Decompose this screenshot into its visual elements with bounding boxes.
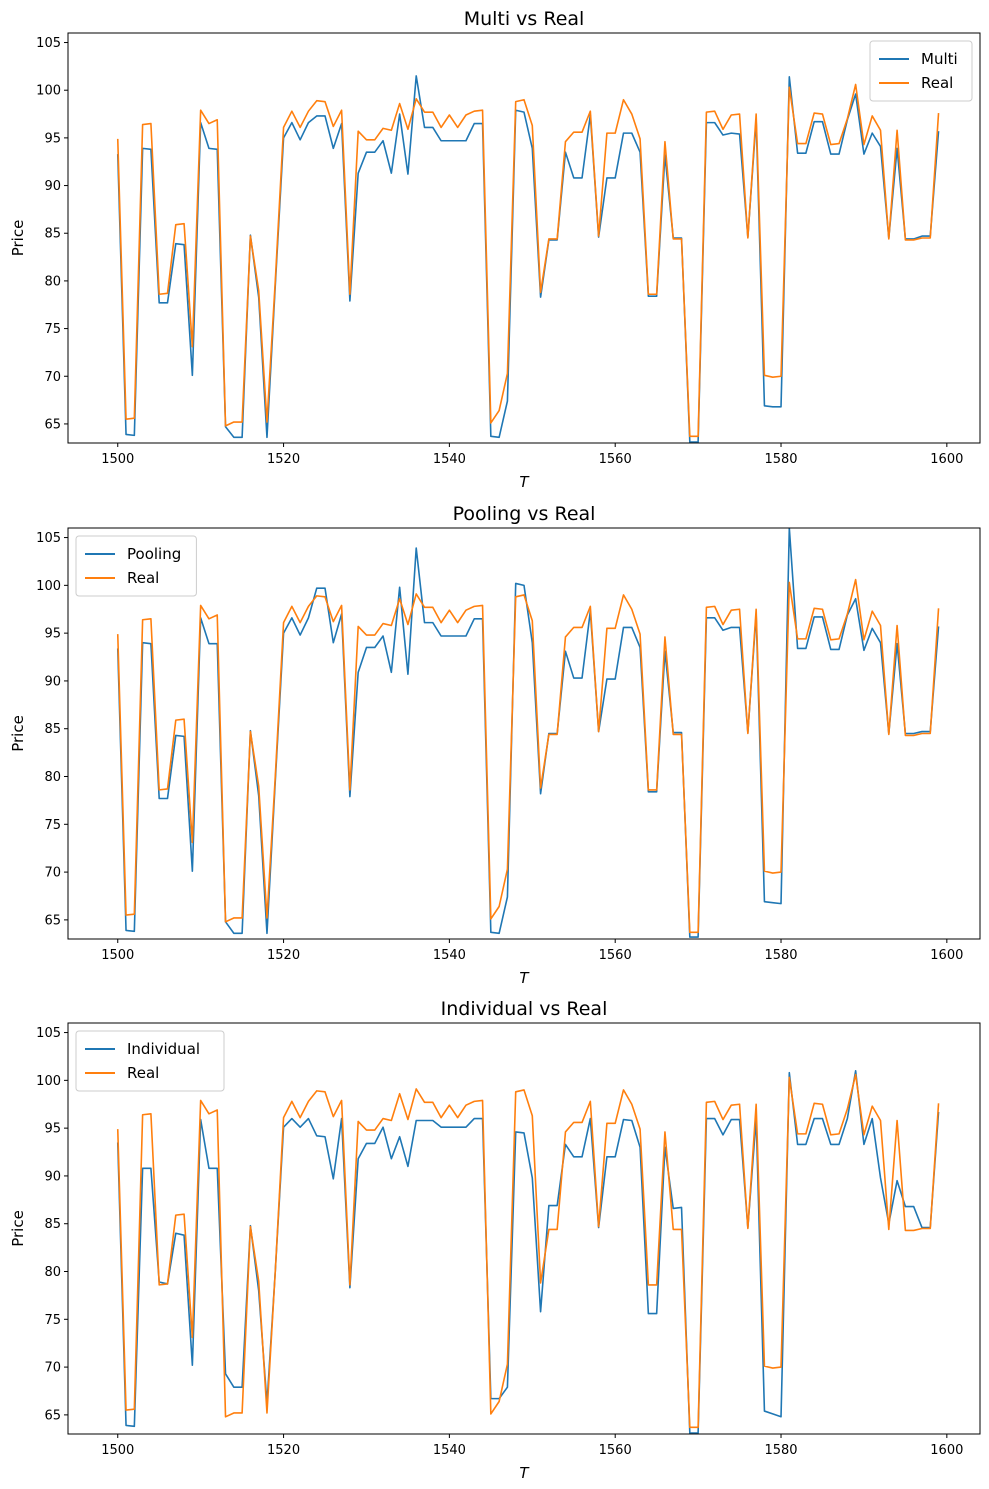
y-tick-label: 65 [44, 1408, 61, 1423]
y-tick-label: 100 [36, 1074, 61, 1089]
x-tick-label: 1600 [930, 1443, 963, 1458]
y-tick-label: 70 [44, 866, 61, 881]
y-tick-label: 95 [44, 131, 61, 146]
y-tick-label: 65 [44, 913, 61, 928]
legend-label-real: Real [921, 74, 953, 92]
y-tick-label: 100 [36, 579, 61, 594]
x-tick-label: 1580 [764, 948, 797, 963]
series-line-real [116, 578, 940, 934]
x-tick-label: 1520 [267, 1443, 300, 1458]
x-tick-label: 1560 [599, 1443, 632, 1458]
y-tick-label: 90 [44, 1169, 61, 1184]
x-tick-label: 1600 [930, 452, 963, 467]
legend: Multi Real [869, 40, 973, 102]
plot-frame [67, 1022, 981, 1435]
x-tick-label: 1560 [599, 948, 632, 963]
chart-3: Individual vs Real 1500 1520 1540 1560 1580 16… [9, 998, 981, 1482]
x-axis-label: T [519, 969, 530, 987]
legend-label-real: Real [127, 569, 159, 587]
series-line-real [116, 83, 940, 438]
chart-2: Pooling vs Real 1500 1520 1540 1560 1580 1600 6… [9, 503, 981, 987]
legend-label-real: Real [127, 1064, 159, 1082]
chart-title: Multi vs Real [464, 8, 585, 30]
x-axis-label: T [519, 1464, 530, 1482]
y-tick-label: 80 [44, 1265, 61, 1280]
legend-label-individual: Individual [127, 1040, 200, 1058]
legend: Pooling Real [75, 535, 197, 597]
legend-box [75, 535, 197, 597]
x-tick-label: 1520 [267, 948, 300, 963]
legend-label-pooling: Pooling [127, 545, 181, 563]
series-line-individual [116, 1069, 940, 1434]
x-tick-label: 1540 [433, 452, 466, 467]
y-tick-label: 75 [44, 322, 61, 337]
series-line-real [116, 1073, 940, 1429]
y-tick-label: 90 [44, 674, 61, 689]
x-tick-label: 1500 [101, 452, 134, 467]
y-tick-label: 85 [44, 722, 61, 737]
legend-label-multi: Multi [921, 50, 958, 68]
x-tick-label: 1500 [101, 1443, 134, 1458]
y-tick-label: 100 [36, 84, 61, 99]
y-tick-label: 95 [44, 1122, 61, 1137]
x-tick-label: 1600 [930, 948, 963, 963]
y-tick-label: 75 [44, 818, 61, 833]
x-tick-label: 1580 [764, 1443, 797, 1458]
y-tick-label: 90 [44, 179, 61, 194]
y-axis-label: Price [9, 220, 27, 257]
y-tick-label: 85 [44, 1217, 61, 1232]
x-tick-label: 1520 [267, 452, 300, 467]
chart-1: Multi vs Real 1500 1520 1540 1560 1580 1600 65 7… [9, 8, 981, 491]
x-tick-label: 1580 [764, 452, 797, 467]
x-tick-label: 1540 [433, 948, 466, 963]
plot-frame [67, 32, 981, 444]
legend-box [869, 40, 973, 102]
y-tick-label: 95 [44, 627, 61, 642]
chart-title: Individual vs Real [441, 998, 608, 1020]
legend-box [75, 1030, 225, 1092]
plot-frame [67, 527, 981, 940]
y-tick-label: 105 [36, 36, 61, 51]
y-tick-label: 80 [44, 770, 61, 785]
series-line-pooling [116, 528, 940, 938]
series-line-multi [116, 75, 940, 443]
x-tick-label: 1560 [599, 452, 632, 467]
y-tick-label: 80 [44, 274, 61, 289]
y-tick-label: 75 [44, 1313, 61, 1328]
legend: Individual Real [75, 1030, 225, 1092]
y-tick-label: 70 [44, 1361, 61, 1376]
y-tick-label: 105 [36, 1026, 61, 1041]
chart-title: Pooling vs Real [453, 503, 596, 525]
y-tick-label: 85 [44, 227, 61, 242]
y-axis-label: Price [9, 1210, 27, 1247]
x-tick-label: 1500 [101, 948, 134, 963]
y-tick-label: 105 [36, 531, 61, 546]
x-tick-label: 1540 [433, 1443, 466, 1458]
y-axis-label: Price [9, 715, 27, 752]
x-axis-label: T [519, 473, 530, 491]
y-tick-label: 70 [44, 370, 61, 385]
y-tick-label: 65 [44, 417, 61, 432]
